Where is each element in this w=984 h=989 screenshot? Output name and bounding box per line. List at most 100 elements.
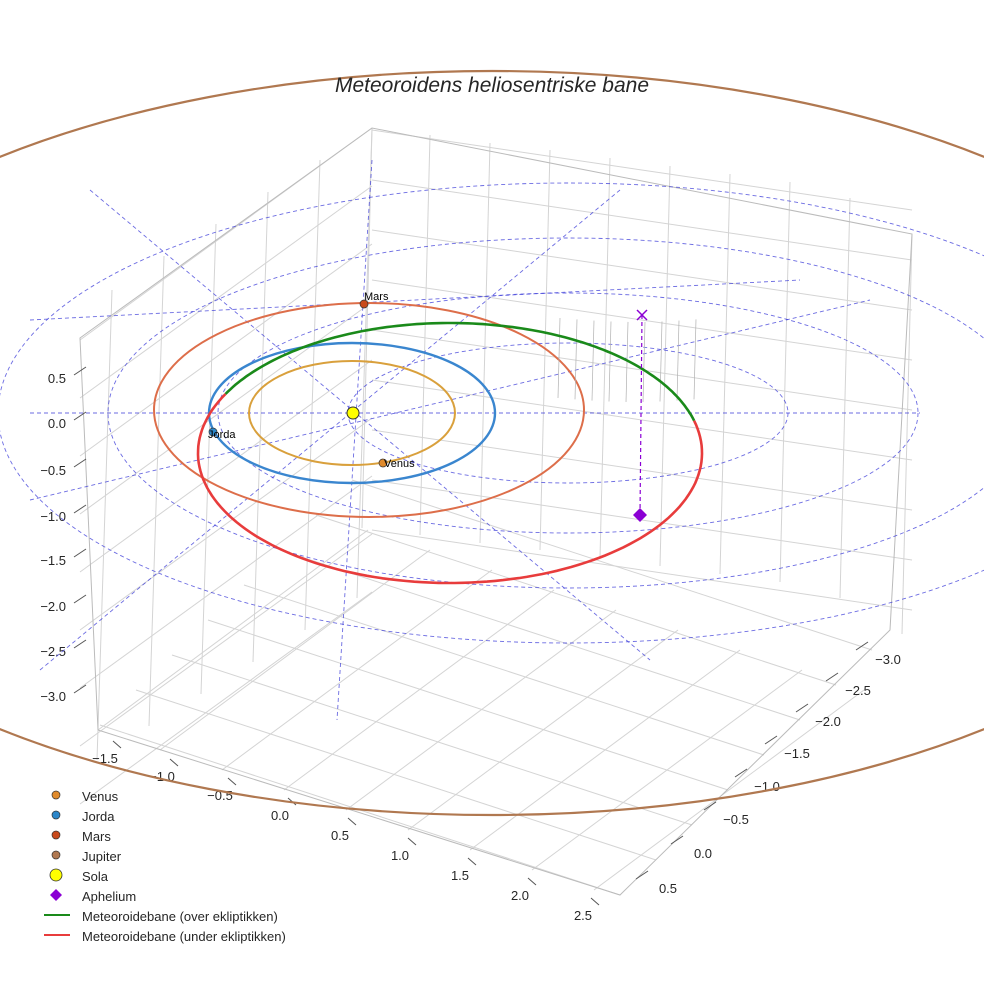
grid-line-floor-a-8 (593, 689, 865, 891)
drop-line-8 (693, 319, 697, 400)
grid-line-floor-a-2 (221, 569, 493, 771)
z-tick-label-3: −1.0 (40, 509, 66, 524)
y-tick-mark-3 (764, 735, 778, 745)
y-tick-label-7: 0.5 (659, 881, 677, 896)
planet-marker-mars (359, 299, 369, 309)
legend-item-aphelium: Aphelium (44, 886, 286, 906)
legend-item-venus: Venus (44, 786, 286, 806)
point-label-venus: Venus (384, 458, 415, 470)
legend-item-mars: Mars (44, 826, 286, 846)
aphelion-dashed-line (639, 314, 643, 516)
grid-line-backh-2 (371, 229, 913, 311)
drop-line-6 (659, 321, 663, 402)
grid-line-floor-b-5 (279, 549, 801, 721)
legend: Venus Jorda Mars Jupiter Sola Aphelium M… (44, 786, 286, 946)
grid-line-floor-b-7 (351, 479, 873, 651)
z-tick-label-6: −2.5 (40, 644, 66, 659)
legend-marker-mars (44, 826, 72, 846)
legend-line-orbit-above (44, 906, 72, 926)
y-tick-label-2: −2.0 (815, 714, 841, 729)
orbit-jupiter (0, 70, 984, 816)
meteoroid-orbit-above (224, 321, 696, 422)
legend-label-venus: Venus (82, 788, 119, 804)
grid-line-floor-b-6 (315, 514, 837, 686)
legend-label-orbit-below: Meteoroidebane (under ekliptikken) (82, 928, 286, 944)
grid-line-leftv-3 (200, 223, 217, 695)
x-tick-label-4: 0.5 (331, 828, 349, 843)
x-tick-mark-7 (527, 877, 537, 886)
grid-line-lefth-2 (79, 243, 373, 457)
grid-line-backh-1 (371, 179, 913, 261)
x-tick-label-5: 1.0 (391, 848, 409, 863)
grid-line-leftv-5 (96, 289, 113, 761)
z-tick-mark-4 (73, 548, 87, 558)
legend-item-sola: Sola (44, 866, 286, 886)
legend-label-jorda: Jorda (82, 808, 115, 824)
y-tick-mark-7 (635, 870, 649, 880)
ecliptic-spoke-1 (29, 279, 801, 321)
meteoroid-orbit-below (196, 393, 704, 585)
drop-line-0 (557, 317, 561, 399)
planet-marker-venus (378, 458, 388, 468)
grid-line-back-3 (539, 149, 551, 551)
point-label-jorda: Jorda (208, 429, 236, 441)
grid-line-lefth-1 (79, 185, 373, 399)
grid-line-floor-b-1 (135, 689, 657, 861)
y-tick-mark-4 (734, 768, 748, 778)
grid-line-lefth-8 (79, 591, 373, 805)
chart-title: Meteoroidens heliosentriske bane (334, 74, 650, 97)
grid-line-leftv-1 (304, 159, 321, 631)
grid-line-back-5 (659, 165, 671, 567)
y-tick-label-6: 0.0 (694, 846, 712, 861)
z-tick-mark-6 (73, 639, 87, 649)
grid-line-backh-5 (371, 379, 913, 461)
ecliptic-spoke-0 (89, 189, 651, 661)
z-tick-label-5: −2.0 (40, 599, 66, 614)
z-tick-label-7: −3.0 (40, 689, 66, 704)
grid-line-floor-b-2 (171, 654, 693, 826)
y-tick-label-1: −2.5 (845, 683, 871, 698)
drop-line-7 (676, 320, 680, 401)
legend-marker-aphelium (44, 886, 72, 906)
orbit-mars (153, 302, 585, 518)
legend-label-orbit-above: Meteoroidebane (over ekliptikken) (82, 908, 278, 924)
y-tick-label-0: −3.0 (875, 652, 901, 667)
grid-line-back-9 (901, 233, 913, 635)
z-tick-label-2: −0.5 (40, 463, 66, 478)
ecliptic-spoke-2 (29, 299, 871, 501)
sun-marker (346, 406, 360, 420)
grid-line-back-8 (839, 197, 851, 599)
grid-line-backh-8 (371, 529, 913, 611)
ecliptic-ring-0 (0, 182, 984, 644)
z-tick-mark-7 (73, 684, 87, 694)
legend-label-sola: Sola (82, 868, 109, 884)
x-tick-mark-0 (112, 740, 122, 749)
x-tick-mark-5 (407, 837, 417, 846)
grid-line-backh-6 (371, 429, 913, 511)
z-tick-label-1: 0.0 (48, 416, 66, 431)
legend-item-jupiter: Jupiter (44, 846, 286, 866)
grid-line-floor-a-0 (97, 529, 369, 731)
grid-line-lefth-3 (79, 301, 373, 515)
grid-line-floor-b-4 (243, 584, 765, 756)
ecliptic-spoke-3 (39, 189, 621, 671)
grid-line-lefth-6 (79, 475, 373, 689)
drop-line-3 (608, 321, 612, 402)
point-label-mars: Mars (364, 291, 389, 303)
grid-line-back-6 (719, 173, 731, 575)
x-tick-label-7: 2.0 (511, 888, 529, 903)
drop-line-1 (574, 319, 578, 400)
ecliptic-ring-2 (217, 292, 919, 534)
legend-marker-jorda (44, 806, 72, 826)
legend-line-orbit-below (44, 926, 72, 946)
aphelion-marker (633, 508, 647, 522)
legend-label-aphelium: Aphelium (82, 888, 137, 904)
grid-line-back-2 (479, 142, 491, 544)
legend-marker-jupiter (44, 846, 72, 866)
x-tick-mark-2 (227, 777, 237, 786)
drop-line-5 (642, 321, 646, 402)
y-tick-mark-0 (855, 641, 869, 651)
axes-box (79, 127, 913, 896)
